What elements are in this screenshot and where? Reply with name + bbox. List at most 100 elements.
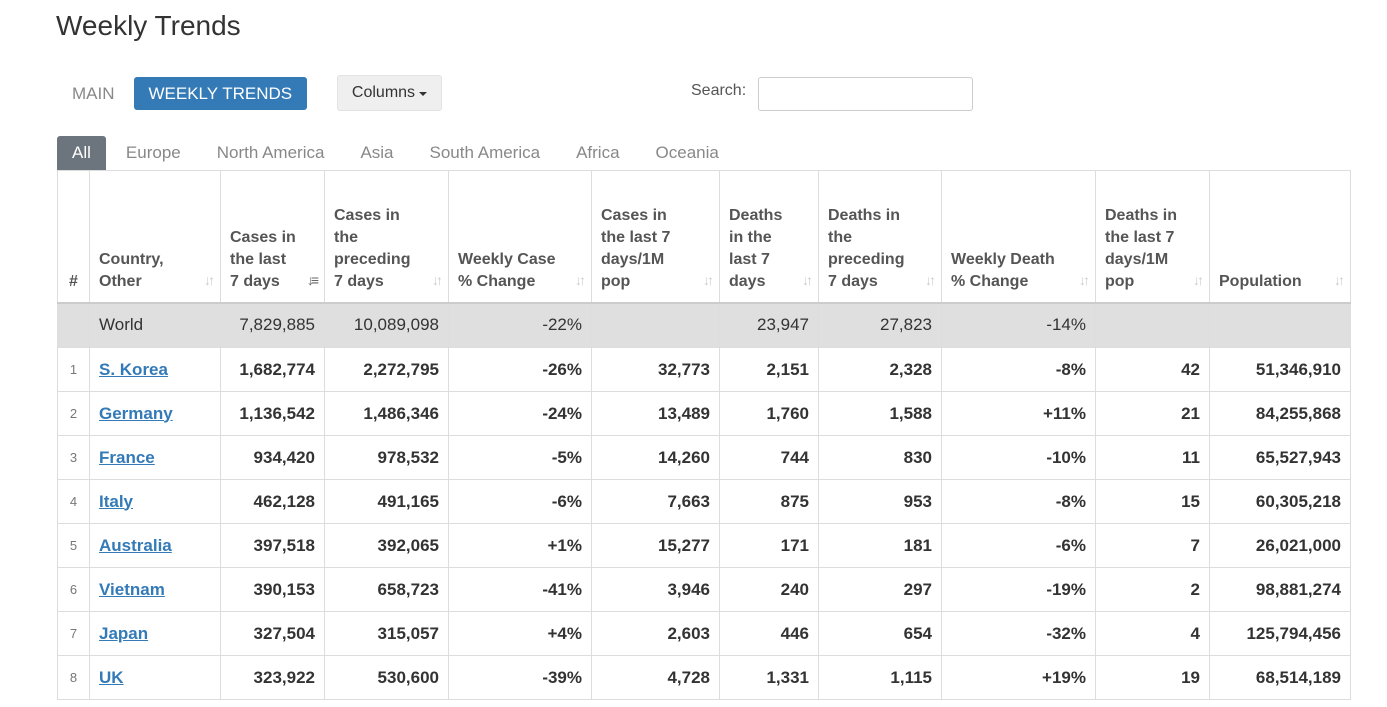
cell-country: S. Korea [89,347,221,392]
country-link[interactable]: Australia [99,535,172,555]
cell-population: 51,346,910 [1209,347,1351,392]
header-deaths-per-1m[interactable]: Deaths in the last 7 days/1M pop ↓↑ [1095,170,1210,304]
tab-all[interactable]: All [57,136,106,170]
cell-cases-preceding-7: 315,057 [324,611,449,656]
cell-deaths-per-1m: 2 [1095,567,1210,612]
weekly-trends-table: # Country, Other ↓↑ Cases in the last 7 d… [57,170,1351,700]
cell-weekly-death-change: -8% [941,479,1096,524]
search-input[interactable] [758,77,973,111]
cell-deaths-preceding-7: 830 [818,435,942,480]
cell-country: Germany [89,391,221,436]
tab-oceania[interactable]: Oceania [655,143,719,162]
cell-deaths-per-1m: 7 [1095,523,1210,568]
header-label: Country, Other [99,250,164,290]
tab-europe[interactable]: Europe [125,143,181,162]
tab-asia[interactable]: Asia [360,143,394,162]
main-view-button[interactable]: MAIN [57,77,130,110]
country-link[interactable]: S. Korea [99,359,168,379]
sort-icon: ↓↑ [575,271,586,288]
cell-weekly-death-change: -6% [941,523,1096,568]
cell-cases-preceding-7: 658,723 [324,567,449,612]
cell-cases-last-7: 934,420 [220,435,325,480]
columns-dropdown-button[interactable]: Columns [337,75,442,111]
cell-cases-preceding-7: 978,532 [324,435,449,480]
cell-deaths-preceding-7: 2,328 [818,347,942,392]
cell-weekly-case-change: -26% [448,347,592,392]
country-link[interactable]: Germany [99,403,173,423]
cell-cases-per-1m: 2,603 [591,611,720,656]
country-link[interactable]: UK [99,667,124,687]
cell-cases-last-7: 397,518 [220,523,325,568]
sort-icon: ↓↑ [1079,271,1090,288]
header-cases-preceding-7[interactable]: Cases in the preceding 7 days ↓↑ [324,170,449,304]
header-label: Weekly Case % Change [458,250,556,290]
cell-cases-per-1m: 15,277 [591,523,720,568]
table-row: 7 Japan 327,504 315,057 +4% 2,603 446 654 -32% 4 1… [57,611,1351,656]
header-cases-last-7[interactable]: Cases in the last 7 days ↓≡ [220,170,325,304]
cell-weekly-death-change: +19% [941,655,1096,700]
header-cases-per-1m[interactable]: Cases in the last 7 days/1M pop ↓↑ [591,170,720,304]
country-link[interactable]: France [99,447,155,467]
cell-weekly-case-change: -22% [448,302,592,348]
tab-africa[interactable]: Africa [576,143,620,162]
cell-country: France [89,435,221,480]
sort-icon: ↓↑ [925,271,936,288]
table-row: 4 Italy 462,128 491,165 -6% 7,663 875 953 -8% 15 6… [57,479,1351,524]
country-link[interactable]: Italy [99,491,134,511]
cell-rank [57,302,90,348]
region-tabs: All Europe North America Asia South Amer… [57,136,737,170]
table-row: 3 France 934,420 978,532 -5% 14,260 744 830 -10%… [57,435,1351,480]
table-row: 5 Australia 397,518 392,065 +1% 15,277 171 181-… [57,523,1351,568]
table-row: 1 S. Korea 1,682,774 2,272,795 -26% 32,773 2,1… [57,347,1351,392]
search-label: Search: [691,82,747,99]
cell-cases-per-1m [591,302,720,348]
tab-north-america[interactable]: North America [216,143,325,162]
cell-cases-per-1m: 32,773 [591,347,720,392]
cell-cases-preceding-7: 491,165 [324,479,449,524]
header-weekly-death-change[interactable]: Weekly Death % Change ↓↑ [941,170,1096,304]
cell-rank: 2 [57,391,90,436]
table-row: 6 Vietnam 390,153 658,723 -41% 3,946 240 297 -19… [57,567,1351,612]
weekly-trends-button[interactable]: WEEKLY TRENDS [133,77,308,110]
cell-weekly-case-change: +4% [448,611,592,656]
cell-cases-last-7: 390,153 [220,567,325,612]
sort-icon: ↓↑ [703,271,714,288]
cell-weekly-case-change: +1% [448,523,592,568]
cell-rank: 8 [57,655,90,700]
header-row: # Country, Other ↓↑ Cases in the last 7 d… [57,170,1351,304]
cell-deaths-preceding-7: 27,823 [818,302,942,348]
header-weekly-case-change[interactable]: Weekly Case % Change ↓↑ [448,170,592,304]
cell-deaths-per-1m: 19 [1095,655,1210,700]
cell-cases-per-1m: 7,663 [591,479,720,524]
columns-label: Columns [351,84,416,101]
sort-icon: ↓↑ [432,271,443,288]
table-row: 2 Germany 1,136,542 1,486,346 -24% 13,489 1,76… [57,391,1351,436]
header-population[interactable]: Population ↓↑ [1209,170,1351,304]
country-link[interactable]: Japan [99,623,149,643]
cell-weekly-death-change: -32% [941,611,1096,656]
header-label: Deaths in the last 7 days/1M pop [1105,206,1178,290]
sort-icon: ↓↑ [204,271,215,288]
cell-deaths-per-1m: 42 [1095,347,1210,392]
cell-deaths-preceding-7: 1,115 [818,655,942,700]
cell-cases-preceding-7: 10,089,098 [324,302,449,348]
country-link[interactable]: Vietnam [99,579,165,599]
header-country[interactable]: Country, Other ↓↑ [89,170,221,304]
cell-country: Italy [89,479,221,524]
cell-cases-last-7: 7,829,885 [220,302,325,348]
cell-cases-last-7: 1,682,774 [220,347,325,392]
cell-deaths-last-7: 875 [719,479,819,524]
cell-deaths-per-1m: 4 [1095,611,1210,656]
cell-population [1209,302,1351,348]
header-deaths-last-7[interactable]: Deaths in the last 7 days ↓↑ [719,170,819,304]
table-row: 8 UK 323,922 530,600 -39% 4,728 1,331 1,115 +19%… [57,655,1351,700]
cell-country: Japan [89,611,221,656]
cell-population: 84,255,868 [1209,391,1351,436]
cell-deaths-preceding-7: 1,588 [818,391,942,436]
tab-south-america[interactable]: South America [429,143,541,162]
header-deaths-preceding-7[interactable]: Deaths in the preceding 7 days ↓↑ [818,170,942,304]
cell-cases-per-1m: 3,946 [591,567,720,612]
cell-deaths-last-7: 744 [719,435,819,480]
header-label: Weekly Death % Change [951,250,1055,290]
cell-deaths-last-7: 2,151 [719,347,819,392]
